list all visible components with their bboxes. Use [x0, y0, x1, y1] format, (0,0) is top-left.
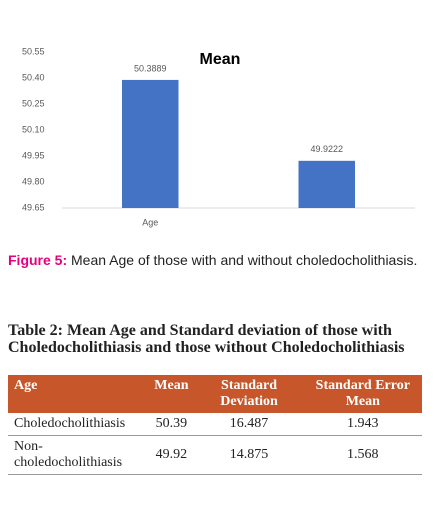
y-tick-label: 49.95 [22, 150, 45, 160]
table-cell: 16.487 [194, 413, 304, 436]
y-tick-label: 49.80 [22, 176, 45, 186]
y-tick-label: 49.65 [22, 202, 45, 212]
y-tick-label: 50.10 [22, 124, 45, 134]
bar [298, 160, 355, 208]
table-cell: Non-choledocholithiasis [8, 435, 149, 475]
caption-label: Figure 5: [8, 252, 68, 268]
column-header: Standard Error Mean [303, 375, 422, 413]
value-label: 49.9222 [310, 144, 343, 154]
y-tick-label: 50.55 [22, 46, 45, 56]
column-header: Standard Deviation [194, 375, 304, 413]
y-tick-label: 50.40 [22, 72, 45, 82]
table-cell: 50.39 [148, 413, 195, 436]
header-row: Age Mean Standard Deviation Standard Error … [8, 375, 422, 413]
chart-title: Mean [200, 51, 241, 68]
y-tick-label: 50.25 [22, 98, 45, 108]
table-cell: 49.92 [148, 435, 195, 475]
column-header: Mean [148, 375, 195, 413]
figure-caption: Figure 5: Mean Age of those with and wit… [8, 250, 426, 270]
x-tick-label: Age [142, 217, 158, 227]
table-row: Non-choledocholithiasis 49.92 14.875 1.568 [8, 435, 422, 475]
chart: Mean 49.65 49.80 49.95 50.10 50.25 50.40 50.55… [22, 46, 415, 227]
caption-text: Mean Age of those with and without chole… [71, 252, 418, 268]
value-label: 50.3889 [134, 63, 167, 73]
table-row: Choledocholithiasis 50.39 16.487 1.943 [8, 413, 422, 436]
table-cell: Choledocholithiasis [8, 413, 149, 436]
table-cell: 14.875 [194, 435, 304, 475]
table: Age Mean Standard Deviation Standard Error … [8, 375, 422, 475]
table-title: Table 2: Mean Age and Standard deviation… [8, 322, 405, 356]
table-cell: 1.568 [303, 435, 422, 475]
column-header: Age [8, 375, 149, 413]
table-cell: 1.943 [303, 413, 422, 436]
bar [122, 79, 179, 208]
